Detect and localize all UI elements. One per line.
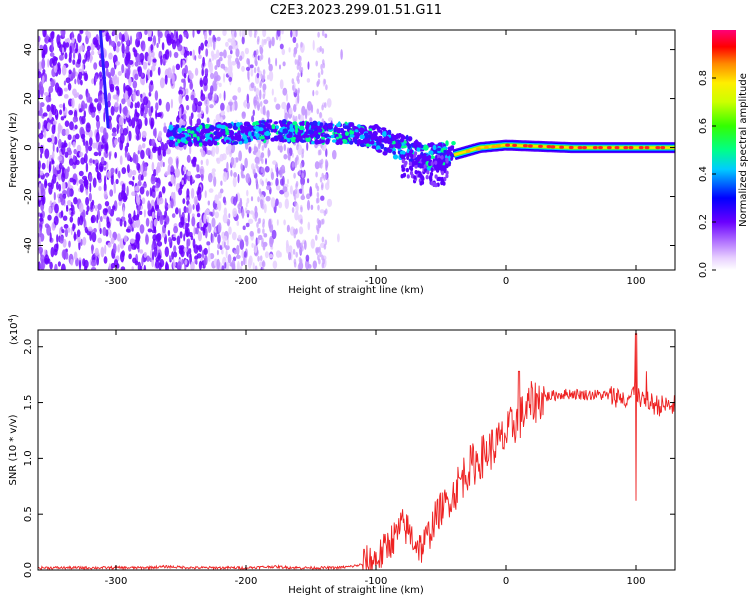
- colorbar-tick-label: 0.8: [698, 70, 709, 86]
- spectrogram-heatmap: [38, 30, 675, 270]
- snr-x-tick-label: 100: [626, 576, 645, 587]
- snr-y-tick-label: 1.5: [23, 395, 34, 411]
- snr-frame: [37, 329, 676, 571]
- spectrogram-x-tick-label: -300: [105, 276, 128, 287]
- colorbar-tick-label: 0.0: [698, 262, 709, 278]
- snr-ticks: -300 -200 -100 0 100 0.0 0.5 1.0 1.5 2.0: [23, 330, 675, 587]
- snr-panel: -300 -200 -100 0 100 0.0 0.5 1.0 1.5 2.0 Height o…: [7, 314, 676, 596]
- colorbar-tick-label: 0.6: [698, 118, 709, 134]
- spectrogram-frame: [37, 29, 676, 271]
- snr-y-tick-label: 2.0: [23, 339, 34, 355]
- colorbar-tick-label: 0.4: [698, 166, 709, 182]
- snr-x-tick-label: -300: [105, 576, 128, 587]
- colorbar: 0.0 0.2 0.4 0.6 0.8 Normalized spectral ampl…: [698, 30, 749, 278]
- snr-x-tick-label: 0: [503, 576, 509, 587]
- snr-multiplier: (x104): [7, 314, 20, 345]
- spectrogram-y-tick-label: 20: [23, 92, 34, 105]
- colorbar-label: Normalized spectral amplitude: [738, 73, 749, 227]
- snr-y-tick-label: 0.0: [23, 562, 34, 578]
- snr-x-tick-label: -100: [365, 576, 388, 587]
- spectrogram-x-axis-label: Height of straight line (km): [288, 285, 424, 296]
- snr-y-axis-label: SNR (10 * v/v): [8, 414, 19, 485]
- chart-title: C2E3.2023.299.01.51.G11: [270, 3, 442, 18]
- spectrogram-y-axis-label: Frequency (Hz): [8, 112, 19, 188]
- snr-y-tick-label: 1.0: [23, 450, 34, 466]
- snr-multiplier-text: (x104): [7, 314, 20, 345]
- spectrogram-y-tick-label: -40: [23, 237, 34, 253]
- spectrogram-x-tick-label: -100: [365, 276, 388, 287]
- spectrogram-x-tick-label: 0: [503, 276, 509, 287]
- snr-line-layer: [38, 333, 675, 570]
- snr-x-axis-label: Height of straight line (km): [288, 585, 424, 596]
- snr-y-tick-label: 0.5: [23, 506, 34, 522]
- snr-x-tick-label: -200: [235, 576, 258, 587]
- spectrogram-y-tick-label: 0: [23, 144, 34, 150]
- colorbar-gradient: [712, 30, 736, 270]
- spectrogram-x-tick-label: 100: [626, 276, 645, 287]
- spectrogram-y-tick-label: 40: [23, 43, 34, 56]
- spectrogram-x-tick-label: -200: [235, 276, 258, 287]
- spectrogram-y-tick-label: -20: [23, 188, 34, 204]
- colorbar-tick-label: 0.2: [698, 214, 709, 230]
- colorbar-ticks: 0.0 0.2 0.4 0.6 0.8: [698, 70, 716, 278]
- snr-series-line: [38, 333, 675, 570]
